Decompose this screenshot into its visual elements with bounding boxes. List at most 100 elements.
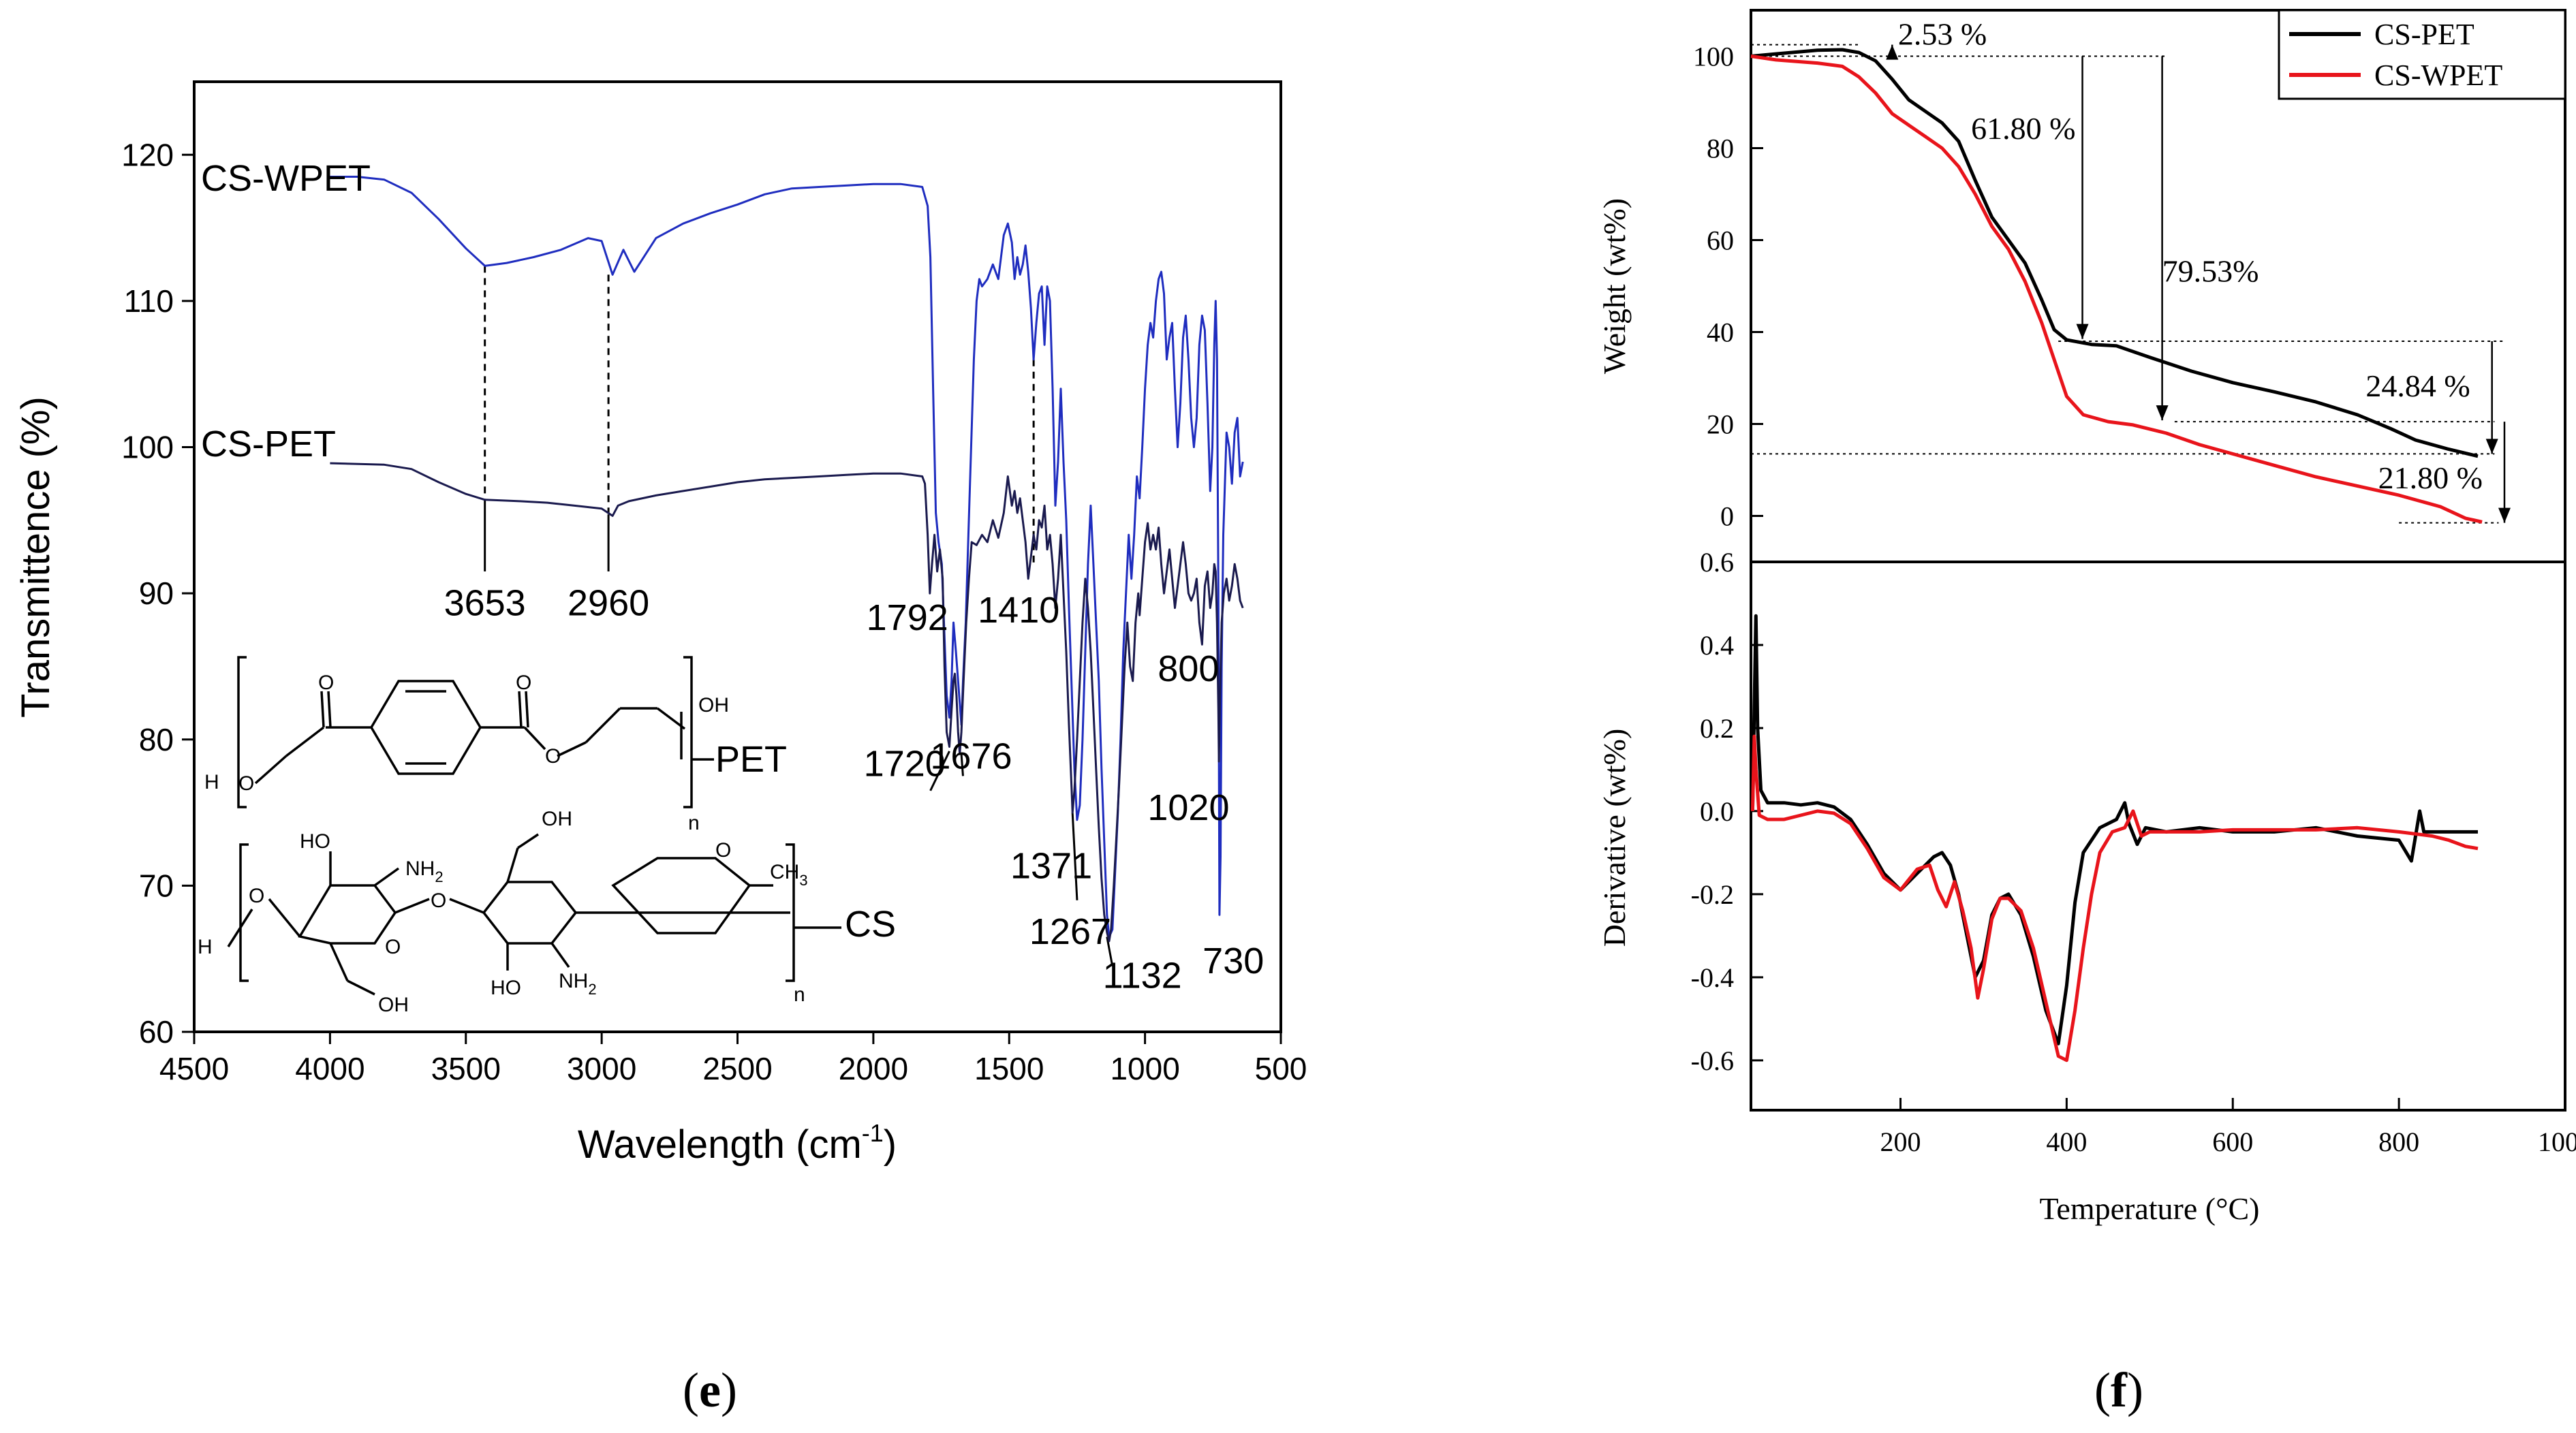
pet-structure-label: PET <box>715 739 787 780</box>
ftir-x-tick-label: 2500 <box>702 1051 772 1086</box>
ftir-y-tick-label: 80 <box>139 722 174 757</box>
dtg-x-tick-label: 200 <box>1880 1127 1921 1157</box>
tga-line-cs-wpet <box>1750 54 2483 524</box>
dtg-ticks: 0.6 0.4 0.2 0.0 -0.2 -0.4 -0.6 200 400 600 800 1000 <box>1691 547 2576 1157</box>
dtg-y-tick-label: -0.4 <box>1691 962 1734 993</box>
tga-line-cs-pet <box>1750 48 2479 458</box>
tga-annotation: 21.80 % <box>2378 460 2483 495</box>
panel-label-e: (e) <box>683 1363 737 1417</box>
dtg-line-cs-wpet <box>1750 734 2479 1062</box>
pet-o-terminal: O <box>238 772 254 795</box>
cs-n-subscript: n <box>794 983 805 1006</box>
ftir-peak-label: 2960 <box>568 582 649 623</box>
ftir-leader-line <box>929 751 950 791</box>
dtg-x-tick-label: 1000 <box>2538 1127 2576 1157</box>
ftir-series-label-wpet: CS-WPET <box>201 158 371 199</box>
cs-ring-right <box>611 857 773 934</box>
ftir-series-label-pet: CS-PET <box>201 424 336 464</box>
cs-ho-left: HO <box>300 830 330 853</box>
cs-o-glycosidic: O <box>431 889 446 912</box>
tga-y-tick-label: 100 <box>1693 42 1734 72</box>
tga-y-tick-label: 60 <box>1707 225 1734 256</box>
pet-o-ester: O <box>545 745 561 768</box>
ftir-peak-label: 800 <box>1158 648 1219 689</box>
tga-y-tick-label: 80 <box>1707 133 1734 164</box>
legend-label-cs-pet: CS-PET <box>2374 18 2474 51</box>
dtg-y-axis-label: Derivative (wt%) <box>1597 729 1632 947</box>
cs-o-terminal: O <box>249 885 264 907</box>
ftir-peak-label: 1410 <box>978 590 1059 631</box>
ftir-x-tick-label: 3000 <box>567 1051 636 1086</box>
tga-arrow-head <box>2498 507 2511 523</box>
ftir-y-axis-label: Transmittence (%) <box>14 396 58 718</box>
cs-o-ring-right: O <box>715 839 731 862</box>
ftir-y-tick-label: 110 <box>124 283 174 319</box>
ftir-leader-line <box>1071 812 1078 900</box>
tga-arrow-head <box>2156 405 2169 421</box>
ftir-x-tick-label: 500 <box>1255 1051 1307 1086</box>
tga-series <box>1750 48 2483 524</box>
dtg-y-tick-label: 0.0 <box>1700 796 1734 827</box>
cs-h-terminal: H <box>198 936 213 958</box>
tga-arrow-head <box>2076 324 2089 339</box>
pet-oh: OH <box>698 694 729 716</box>
cs-o-ring-left: O <box>385 936 401 958</box>
tga-annotation: 2.53 % <box>1898 17 1987 52</box>
ftir-x-tick-label: 1500 <box>974 1051 1044 1086</box>
tga-y-tick-label: 20 <box>1707 409 1734 440</box>
ftir-peak-label: 1132 <box>1103 956 1182 996</box>
ftir-x-tick-label: 1000 <box>1110 1051 1179 1086</box>
ftir-peak-label: 1020 <box>1147 787 1229 828</box>
ftir-x-tick-label: 2000 <box>839 1051 908 1086</box>
tga-y-tick-label: 0 <box>1720 501 1734 532</box>
pet-structure <box>237 656 714 808</box>
tga-y-tick-label: 40 <box>1707 317 1734 348</box>
legend-label-cs-wpet: CS-WPET <box>2374 59 2502 92</box>
ftir-x-tick-label: 4500 <box>159 1051 229 1086</box>
cs-nh2-left: NH2 <box>405 857 444 885</box>
panel-label-f: (f) <box>2094 1363 2143 1417</box>
dtg-chart: 0.6 0.4 0.2 0.0 -0.2 -0.4 -0.6 200 400 600 800 1000… <box>1597 547 2576 1226</box>
dtg-x-axis-label: Temperature (°C) <box>2040 1191 2260 1226</box>
cs-structure <box>227 833 795 996</box>
tga-y-axis-label: Weight (wt%) <box>1597 198 1632 374</box>
pet-h-terminal: H <box>204 771 219 793</box>
ftir-series <box>330 176 1244 943</box>
ftir-line-cs-pet <box>330 462 1244 943</box>
ftir-leader-line <box>960 754 964 776</box>
pet-o-carbonyl-left: O <box>318 672 334 694</box>
tga-annotation: 24.84 % <box>2365 368 2470 403</box>
cs-oh-right: OH <box>542 808 572 830</box>
ftir-y-tick-label: 120 <box>121 137 174 172</box>
cs-nh2-right: NH2 <box>559 970 597 998</box>
dtg-x-tick-label: 600 <box>2212 1127 2253 1157</box>
ftir-y-tick-label: 90 <box>139 576 174 611</box>
cs-ho-right: HO <box>491 977 521 999</box>
ftir-peak-label: 1267 <box>1029 911 1111 952</box>
ftir-peak-label: 1792 <box>867 597 948 638</box>
ftir-x-tick-label: 4000 <box>295 1051 364 1086</box>
ftir-x-tick-label: 3500 <box>431 1051 501 1086</box>
ftir-peak-label: 1720 <box>864 743 946 784</box>
cs-ch3: CH3 <box>770 861 808 889</box>
tga-guides <box>1751 44 2503 524</box>
dtg-y-tick-label: -0.6 <box>1691 1045 1734 1076</box>
dtg-plot-frame <box>1750 561 2566 1112</box>
dtg-y-tick-label: 0.2 <box>1700 713 1734 744</box>
tga-annotations: 2.53 % 61.80 % 79.53% 24.84 % 21.80 % <box>1886 17 2511 523</box>
ftir-peak-label: 1371 <box>1010 846 1092 887</box>
ftir-plot-frame <box>193 80 1282 1033</box>
ftir-y-tick-label: 70 <box>139 868 174 903</box>
dtg-y-tick-label: 0.6 <box>1700 547 1734 578</box>
ftir-chart: 4500 4000 3500 3000 2500 2000 1500 1000 500 60 70 8… <box>14 80 1307 1167</box>
ftir-y-tick-label: 60 <box>139 1014 174 1050</box>
tga-legend: CS-PET CS-WPET <box>2278 9 2566 100</box>
dtg-x-tick-label: 800 <box>2378 1127 2419 1157</box>
tga-ticks: 0 20 40 60 80 100 <box>1693 42 1763 532</box>
dtg-y-tick-label: 0.4 <box>1700 630 1734 661</box>
ftir-x-axis-label: Wavelength (cm-1) <box>578 1119 897 1167</box>
legend-box <box>2278 9 2566 100</box>
cs-structure-label: CS <box>845 904 896 945</box>
